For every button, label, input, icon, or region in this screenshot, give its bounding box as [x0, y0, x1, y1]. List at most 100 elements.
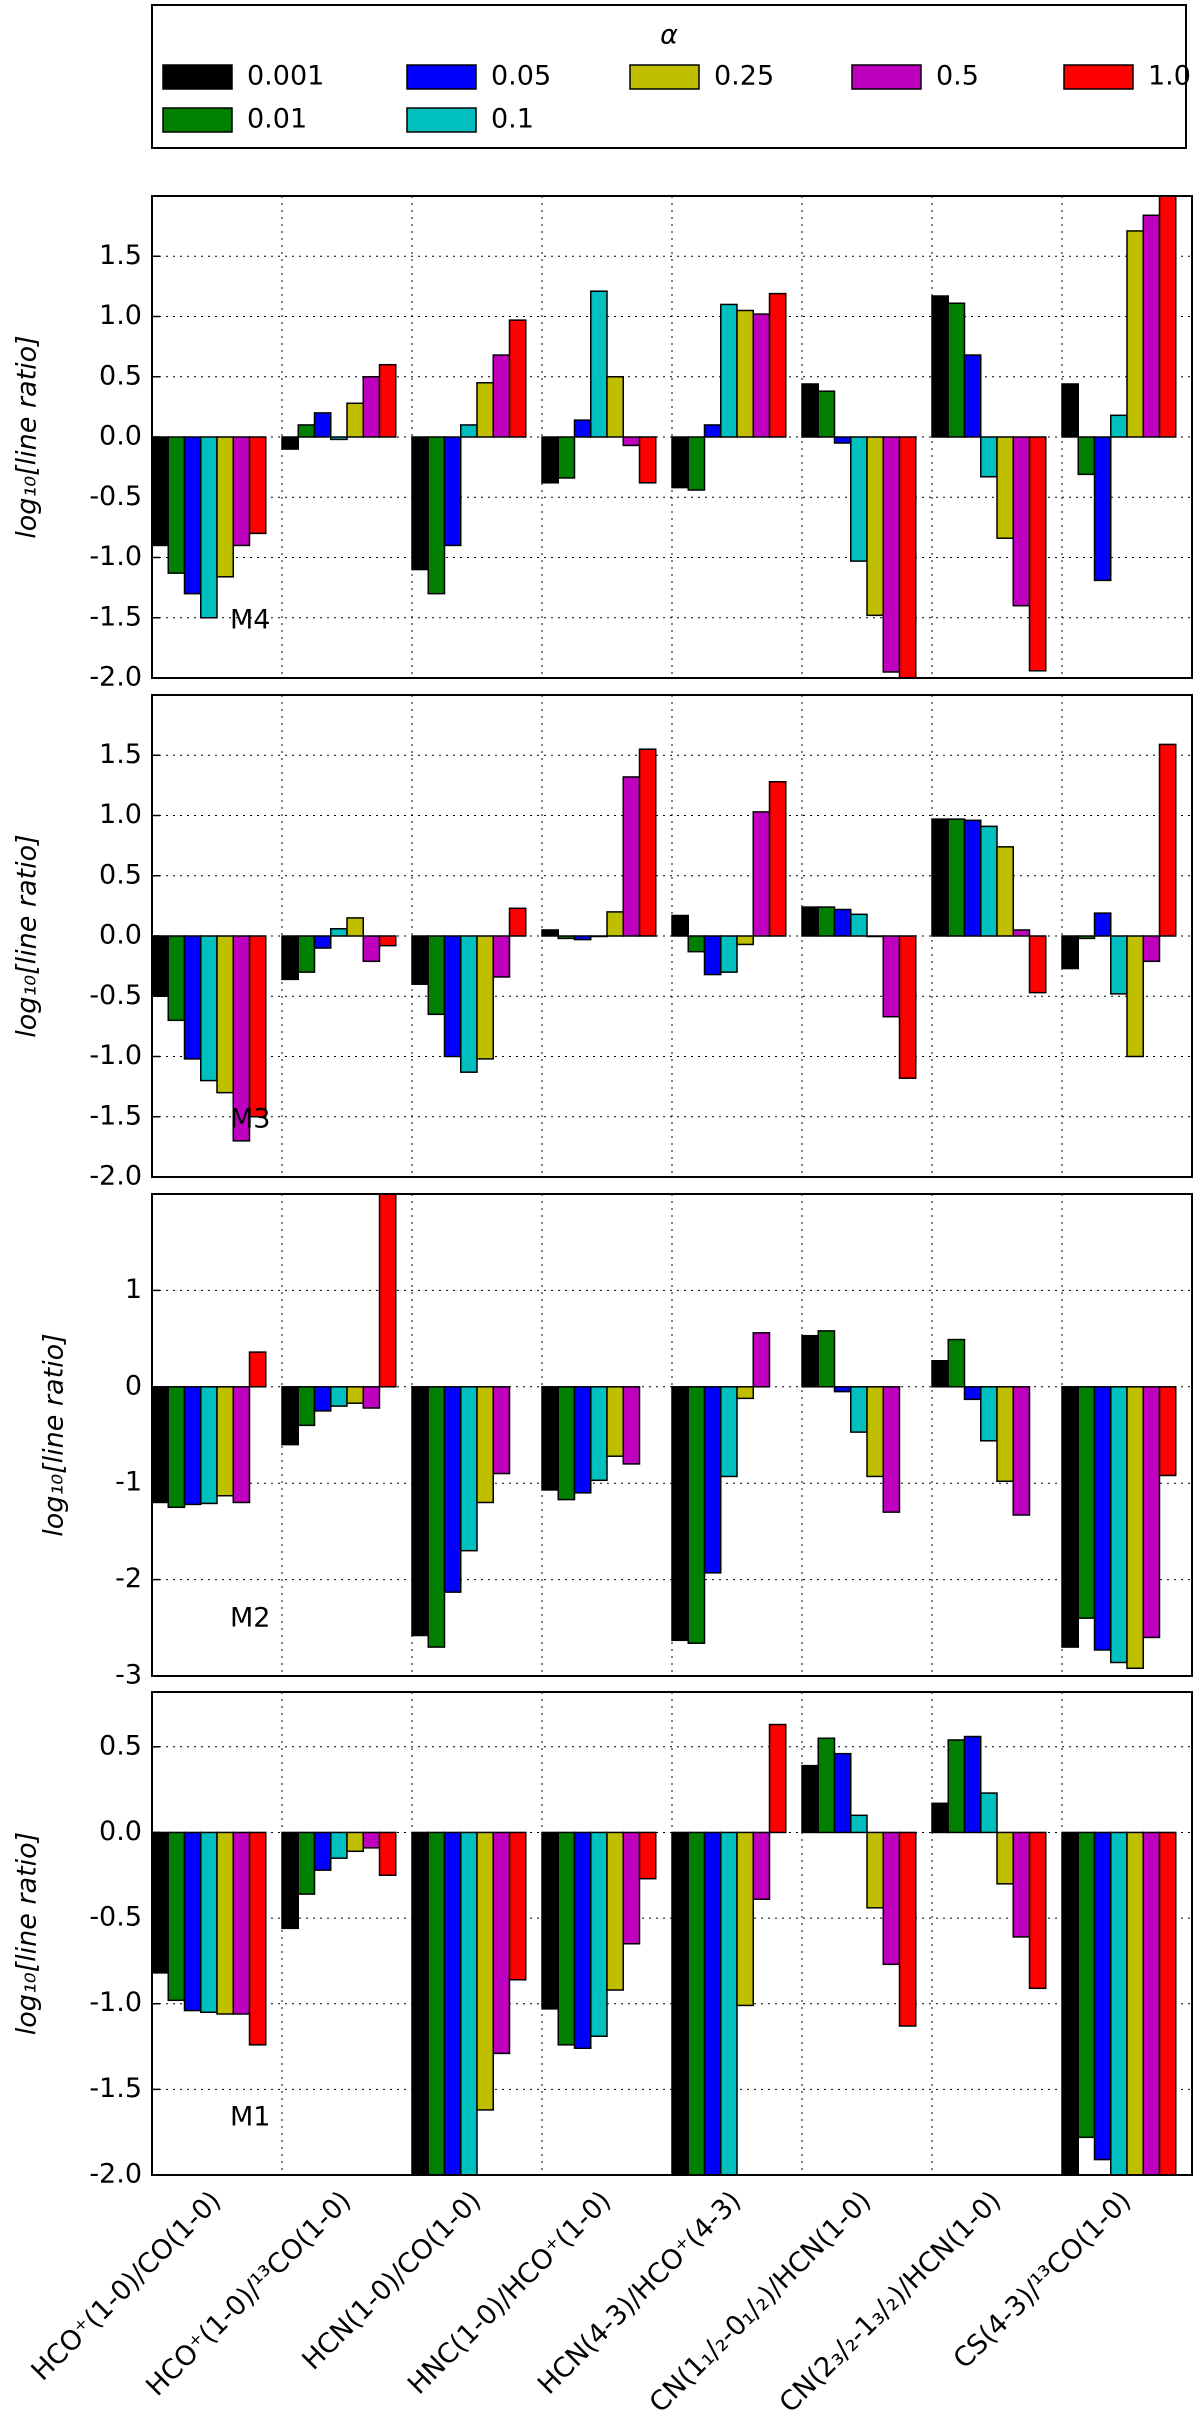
panel-label: M3	[230, 1104, 270, 1135]
bar	[1077, 1831, 1096, 2139]
bar	[152, 1386, 169, 1504]
bar	[216, 1831, 234, 2015]
bar	[411, 436, 429, 571]
bar	[443, 436, 462, 547]
bar	[508, 319, 527, 438]
y-tick-label: 0.5	[99, 360, 142, 391]
bar	[833, 908, 852, 937]
legend-swatch	[406, 64, 477, 90]
bar	[687, 935, 706, 953]
bar	[1142, 214, 1161, 438]
y-tick-label: -2.0	[89, 2159, 142, 2190]
bar	[362, 1831, 381, 1849]
bar	[297, 1386, 316, 1427]
bar	[281, 1386, 299, 1446]
bar	[200, 436, 218, 619]
bar	[817, 906, 836, 937]
bar	[1158, 196, 1177, 438]
bar	[183, 1831, 202, 2012]
bar	[362, 935, 381, 963]
bars	[152, 1723, 1177, 2175]
bar	[1061, 383, 1079, 438]
bar	[1126, 1386, 1144, 1670]
bar	[622, 1386, 641, 1465]
bar	[768, 292, 787, 438]
bar	[752, 811, 771, 937]
bar	[1110, 1386, 1128, 1664]
bar	[817, 390, 836, 438]
bar	[866, 436, 884, 617]
bar	[1142, 935, 1161, 963]
bar	[1012, 436, 1031, 607]
bar	[152, 935, 169, 997]
bar	[248, 935, 267, 1118]
bar	[557, 1831, 576, 2046]
bar	[1077, 935, 1096, 940]
y-tick-label: -0.5	[89, 1902, 142, 1933]
y-tick-label: -3	[115, 1660, 142, 1691]
bar	[232, 436, 251, 547]
bar	[736, 1386, 754, 1400]
bar	[866, 1386, 884, 1478]
bar	[313, 935, 332, 949]
bar	[1158, 1831, 1177, 2175]
bar	[590, 935, 608, 938]
bar	[541, 1831, 559, 2010]
bar	[508, 1831, 527, 1981]
plot-frame	[151, 1691, 1193, 2176]
bar	[443, 1386, 462, 1593]
bar	[460, 1831, 478, 2175]
bar	[1158, 1386, 1177, 1477]
bar	[1077, 436, 1096, 476]
bar	[801, 1764, 819, 1834]
legend-swatch	[1063, 64, 1134, 90]
bar	[492, 354, 511, 438]
bar	[573, 935, 592, 941]
bar	[1142, 1831, 1161, 2175]
bar	[1061, 1831, 1079, 2175]
bar	[866, 935, 884, 938]
bar	[232, 1386, 251, 1504]
bar	[1012, 1386, 1031, 1516]
bar	[200, 1386, 218, 1505]
bar	[736, 1831, 754, 2007]
bars	[152, 1194, 1177, 1670]
y-tick-label: 0	[125, 1370, 142, 1401]
bar	[866, 1831, 884, 1909]
bar	[297, 935, 316, 973]
bar	[1126, 935, 1144, 1058]
y-tick-label: -1	[115, 1467, 142, 1498]
y-tick-label: -2	[115, 1563, 142, 1594]
panel-label: M2	[230, 1603, 270, 1634]
bar	[606, 1831, 624, 1991]
legend-swatch	[406, 107, 477, 133]
bar	[687, 436, 706, 491]
bar	[752, 1332, 771, 1388]
bar	[378, 363, 397, 438]
bar	[1110, 1831, 1128, 2175]
bars	[152, 743, 1177, 1142]
bar	[427, 436, 446, 595]
bar	[346, 402, 364, 438]
bar	[492, 935, 511, 978]
y-tick-label: -1.5	[89, 2073, 142, 2104]
legend-swatch	[851, 64, 922, 90]
bar	[541, 436, 559, 484]
bar	[671, 1386, 689, 1642]
y-tick-label: 0.0	[99, 1816, 142, 1847]
bar	[898, 1831, 917, 2027]
bar	[541, 929, 559, 937]
bar	[963, 819, 982, 937]
bar	[573, 419, 592, 438]
bar	[508, 907, 527, 937]
y-axis-label: log₁₀[line ratio]	[12, 834, 43, 1037]
bar	[638, 1831, 657, 1880]
plot-frame	[151, 1193, 1193, 1677]
bar	[590, 1386, 608, 1482]
bar	[216, 935, 234, 1094]
bar	[281, 1831, 299, 1930]
bar	[232, 1831, 251, 2015]
bar	[687, 1386, 706, 1644]
bar	[622, 1831, 641, 1945]
bar	[362, 1386, 381, 1409]
